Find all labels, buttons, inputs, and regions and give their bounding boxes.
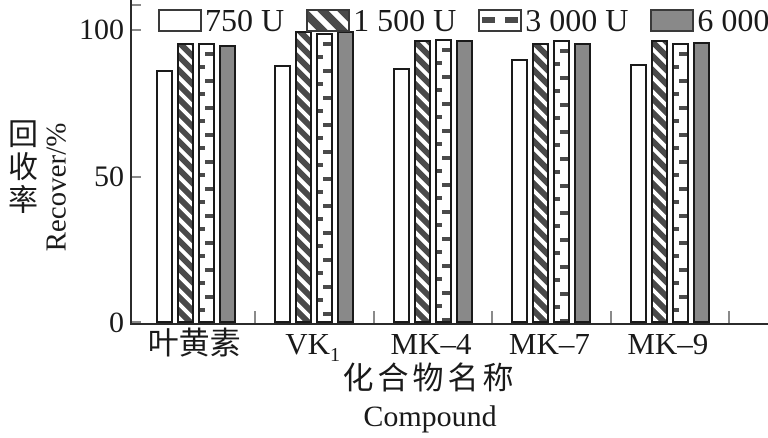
y-tick-labels: 0 50 100	[50, 0, 128, 338]
bar-group	[611, 0, 729, 323]
y-tick-label: 0	[109, 306, 124, 339]
y-tick	[132, 321, 141, 323]
bar-white	[629, 63, 647, 323]
bar-dash	[316, 32, 334, 323]
bar-white	[511, 59, 529, 323]
bar-gray	[455, 40, 473, 323]
bar-gray	[337, 31, 355, 323]
x-axis-title-english: Compound	[363, 400, 497, 433]
bar-dash	[434, 38, 452, 323]
legend-label: 3 000 U	[525, 2, 629, 38]
bar-white	[156, 69, 173, 323]
legend-label: 1 500 U	[353, 2, 457, 38]
x-axis-title-chinese: 化合物名称	[342, 361, 518, 396]
legend-swatch-white	[158, 8, 202, 32]
bar-white	[392, 68, 410, 323]
bar-dash	[553, 40, 571, 323]
legend-item: 1 500 U	[306, 4, 456, 36]
y-tick-label: 100	[79, 13, 124, 46]
x-axis-category-label: 叶黄素	[147, 326, 241, 361]
legend: 750 U 1 500 U 3 000 U 6 000 U	[158, 4, 768, 36]
x-axis-category-label: MK–4	[390, 326, 472, 361]
y-axis-title-chinese: 回收率	[3, 118, 36, 217]
y-tick-label: 50	[94, 159, 124, 193]
x-axis-category-label: VK1	[285, 326, 340, 367]
bar-white	[274, 65, 292, 323]
x-axis-category-label: MK–9	[627, 326, 709, 361]
bar-hatch	[532, 43, 550, 323]
bar-dash	[671, 43, 689, 323]
bar-hatch	[177, 43, 194, 323]
bar-hatch	[295, 31, 313, 323]
bar-hatch	[650, 40, 668, 323]
x-axis-category-label: MK–7	[508, 326, 590, 361]
plot-area	[130, 0, 768, 325]
bar-group	[374, 0, 492, 323]
legend-swatch-dash	[478, 8, 523, 32]
x-category-labels: 叶黄素 VK1 MK–4 MK–7 MK–9	[130, 326, 766, 369]
legend-swatch-gray	[650, 8, 695, 32]
x-tick	[609, 311, 612, 323]
bar-group	[137, 0, 255, 323]
bar-gray	[574, 43, 592, 323]
bar-hatch	[413, 40, 431, 323]
y-axis-top-tick	[132, 4, 141, 6]
legend-swatch-hatch	[306, 8, 351, 32]
y-tick	[132, 175, 141, 178]
bar-gray	[692, 41, 710, 323]
legend-label: 6 000 U	[697, 2, 768, 38]
bar-gray	[219, 44, 236, 323]
legend-item: 750 U	[158, 4, 284, 36]
x-tick	[491, 311, 494, 323]
y-tick	[132, 29, 141, 31]
bar-dash	[198, 43, 215, 323]
x-tick	[728, 311, 730, 323]
bar-group	[492, 0, 610, 323]
x-tick	[372, 311, 375, 323]
bar-group	[255, 0, 373, 323]
legend-item: 3 000 U	[478, 4, 628, 36]
legend-item: 6 000 U	[650, 4, 768, 36]
legend-label: 750 U	[205, 2, 285, 38]
x-tick	[254, 311, 257, 323]
